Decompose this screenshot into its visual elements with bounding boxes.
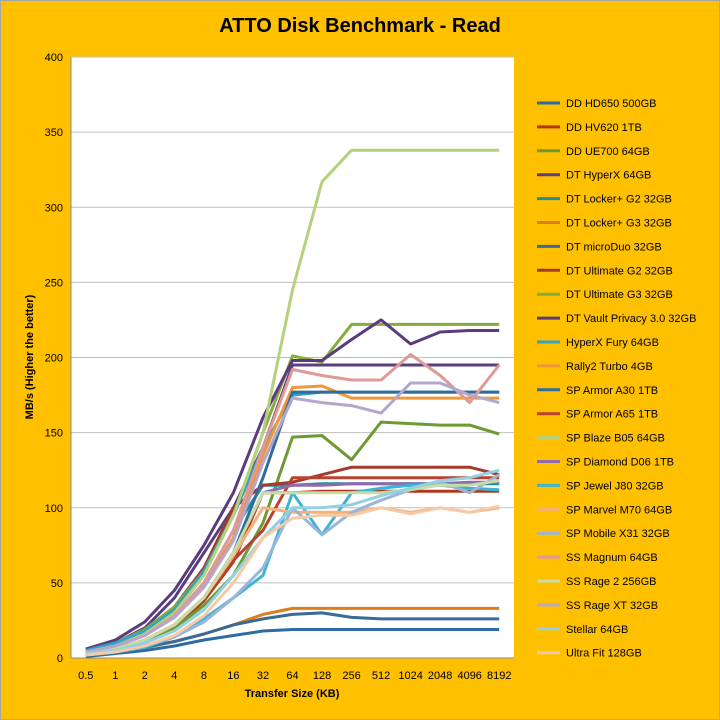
legend-item: DT Ultimate G3 32GB <box>566 289 673 301</box>
x-tick-label: 256 <box>342 670 360 682</box>
x-axis-label: Transfer Size (KB) <box>245 688 340 700</box>
y-axis-label: MB/s (Higher the better) <box>24 294 36 419</box>
legend-item: SP Armor A65 1TB <box>566 409 658 421</box>
y-tick-label: 50 <box>51 578 63 590</box>
legend-item: SP Diamond D06 1TB <box>566 457 674 469</box>
legend-item: SP Jewel J80 32GB <box>566 480 664 492</box>
x-tick-label: 4096 <box>457 670 481 682</box>
x-tick-label: 1 <box>112 670 118 682</box>
legend-item: DT microDuo 32GB <box>566 241 662 253</box>
legend-item: Rally2 Turbo 4GB <box>566 361 653 373</box>
x-tick-label: 64 <box>286 670 298 682</box>
y-tick-label: 150 <box>45 428 63 440</box>
legend-item: SS Magnum 64GB <box>566 552 658 564</box>
x-tick-label: 2048 <box>428 670 452 682</box>
legend-item: DT Vault Privacy 3.0 32GB <box>566 313 696 325</box>
legend-item: SS Rage 2 256GB <box>566 576 657 588</box>
y-tick-label: 300 <box>45 202 63 214</box>
legend-item: Ultra Fit 128GB <box>566 648 642 660</box>
x-tick-label: 32 <box>257 670 269 682</box>
legend-item: DD HD650 500GB <box>566 98 657 110</box>
y-tick-label: 200 <box>45 353 63 365</box>
legend: DD HD650 500GB DD HV620 1TB DD UE700 64GB D… <box>537 98 696 660</box>
chart-title: ATTO Disk Benchmark - Read <box>219 15 501 37</box>
x-tick-label: 8192 <box>487 670 511 682</box>
x-tick-label: 512 <box>372 670 390 682</box>
series-line <box>85 318 500 651</box>
y-tick-label: 400 <box>45 52 63 64</box>
series-line <box>85 468 500 655</box>
legend-item: DD UE700 64GB <box>566 146 650 158</box>
legend-item: DT Locker+ G3 32GB <box>566 218 672 230</box>
series-line <box>85 420 500 655</box>
y-tick-label: 100 <box>45 503 63 515</box>
y-tick-label: 0 <box>57 653 63 665</box>
series-line <box>85 504 500 657</box>
legend-item: DT Locker+ G2 32GB <box>566 194 672 206</box>
x-tick-label: 1024 <box>398 670 422 682</box>
legend-item: SP Marvel M70 64GB <box>566 504 672 516</box>
y-tick-label: 250 <box>45 277 63 289</box>
legend-item: SP Armor A30 1TB <box>566 385 658 397</box>
legend-item: DD HV620 1TB <box>566 122 642 134</box>
x-tick-label: 2 <box>142 670 148 682</box>
series-line <box>85 479 500 655</box>
x-tick-label: 128 <box>313 670 331 682</box>
series-line <box>85 148 500 654</box>
legend-item: SP Mobile X31 32GB <box>566 528 670 540</box>
legend-item: SS Rage XT 32GB <box>566 600 658 612</box>
series-line <box>85 381 500 654</box>
legend-item: DT Ultimate G2 32GB <box>566 265 673 277</box>
x-tick-label: 0.5 <box>78 670 93 682</box>
x-tick-label: 16 <box>227 670 239 682</box>
series-lines <box>85 148 501 658</box>
legend-item: HyperX Fury 64GB <box>566 337 659 349</box>
series-line <box>85 628 500 658</box>
legend-item: DT HyperX 64GB <box>566 170 651 182</box>
series-line <box>85 363 500 652</box>
legend-item: Stellar 64GB <box>566 624 628 636</box>
legend-item: SP Blaze B05 64GB <box>566 433 665 445</box>
y-tick-label: 350 <box>45 127 63 139</box>
x-tick-label: 4 <box>171 670 177 682</box>
series-line <box>85 322 500 652</box>
x-tick-label: 8 <box>201 670 207 682</box>
y-axis: 0 50 100 150 200 250 300 350 400 <box>45 52 72 665</box>
x-axis: 0.5 1 2 4 8 16 32 64 128 256 512 1024 2048 4096 8192 <box>71 657 514 682</box>
